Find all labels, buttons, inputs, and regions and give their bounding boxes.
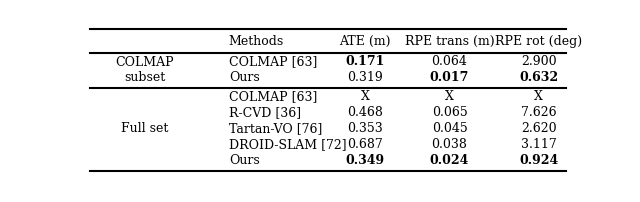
Text: 2.900: 2.900	[521, 55, 557, 68]
Text: 0.319: 0.319	[348, 71, 383, 84]
Text: 0.065: 0.065	[431, 106, 467, 119]
Text: 0.468: 0.468	[348, 106, 383, 119]
Text: Ours: Ours	[229, 71, 260, 84]
Text: 0.353: 0.353	[348, 122, 383, 135]
Text: RPE rot (deg): RPE rot (deg)	[495, 35, 582, 48]
Text: COLMAP [63]: COLMAP [63]	[229, 90, 317, 103]
Text: 3.117: 3.117	[521, 138, 557, 151]
Text: 0.045: 0.045	[431, 122, 467, 135]
Text: 0.064: 0.064	[431, 55, 467, 68]
Text: 0.024: 0.024	[430, 154, 469, 167]
Text: COLMAP [63]: COLMAP [63]	[229, 55, 317, 68]
Text: 0.687: 0.687	[348, 138, 383, 151]
Text: COLMAP
subset: COLMAP subset	[115, 56, 174, 84]
Text: Tartan-VO [76]: Tartan-VO [76]	[229, 122, 322, 135]
Text: X: X	[534, 90, 543, 103]
Text: 0.038: 0.038	[431, 138, 467, 151]
Text: 0.924: 0.924	[519, 154, 559, 167]
Text: DROID-SLAM [72]: DROID-SLAM [72]	[229, 138, 346, 151]
Text: 0.632: 0.632	[519, 71, 558, 84]
Text: Methods: Methods	[229, 35, 284, 48]
Text: 7.626: 7.626	[521, 106, 557, 119]
Text: 0.017: 0.017	[430, 71, 469, 84]
Text: 0.171: 0.171	[346, 55, 385, 68]
Text: Full set: Full set	[121, 122, 168, 135]
Text: R-CVD [36]: R-CVD [36]	[229, 106, 301, 119]
Text: Ours: Ours	[229, 154, 260, 167]
Text: X: X	[361, 90, 370, 103]
Text: 0.349: 0.349	[346, 154, 385, 167]
Text: ATE (m): ATE (m)	[339, 35, 391, 48]
Text: RPE trans (m): RPE trans (m)	[404, 35, 494, 48]
Text: 2.620: 2.620	[521, 122, 557, 135]
Text: X: X	[445, 90, 454, 103]
